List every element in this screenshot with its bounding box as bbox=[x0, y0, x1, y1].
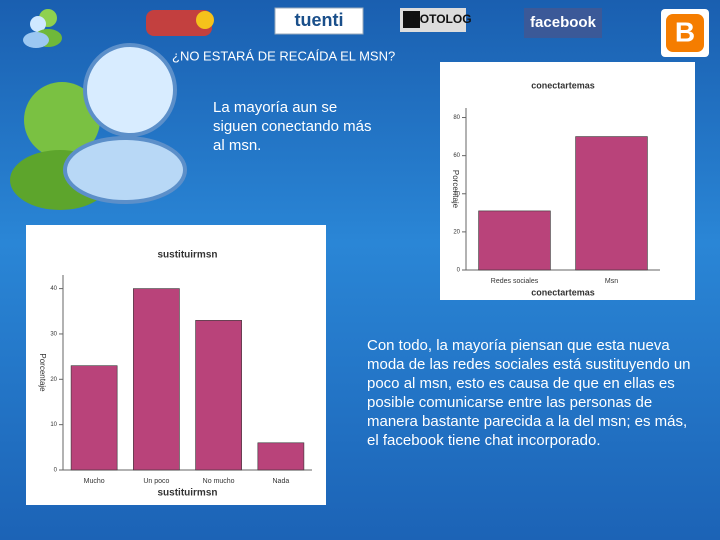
text-block: Con todo, la mayoría piensan que esta nu… bbox=[367, 337, 691, 449]
bar bbox=[195, 320, 242, 471]
y-tick-label: 20 bbox=[50, 377, 57, 383]
bar bbox=[478, 210, 551, 271]
x-tick-label: Redes sociales bbox=[491, 278, 539, 285]
chart-title: conectartemas bbox=[531, 80, 595, 90]
y-tick-label: 20 bbox=[453, 229, 460, 235]
slide-title: ¿NO ESTARÁ DE RECAÍDA EL MSN? bbox=[172, 48, 395, 63]
y-tick-label: 0 bbox=[457, 268, 461, 274]
bar bbox=[133, 288, 180, 471]
messenger-logo bbox=[146, 10, 214, 36]
bar bbox=[575, 136, 648, 271]
logo-text: tuenti bbox=[295, 10, 344, 30]
logo-text: facebook bbox=[530, 14, 597, 31]
x-tick-label: Msn bbox=[605, 278, 618, 285]
x-tick-label: Mucho bbox=[84, 478, 105, 485]
msn-icon-small bbox=[23, 9, 62, 48]
bar bbox=[70, 365, 118, 471]
y-tick-label: 40 bbox=[50, 286, 57, 292]
x-tick-label: Nada bbox=[273, 478, 290, 485]
y-tick-label: 80 bbox=[453, 115, 460, 121]
fotolog-square bbox=[403, 11, 420, 28]
bar bbox=[257, 442, 305, 471]
y-tick-label: 40 bbox=[453, 191, 460, 197]
blogger-b: B bbox=[675, 16, 695, 47]
x-tick-label: Un poco bbox=[143, 478, 169, 485]
y-tick-label: 60 bbox=[453, 153, 460, 159]
y-axis-label: Porcentaje bbox=[38, 353, 47, 392]
y-tick-label: 0 bbox=[54, 468, 58, 474]
y-axis-label: Porcentaje bbox=[451, 170, 460, 209]
msn-icon-large bbox=[10, 43, 187, 210]
blogger-logo bbox=[666, 14, 704, 52]
text-block: La mayoría aun se siguen conectando más … bbox=[213, 99, 372, 154]
x-axis-label: conectartemas bbox=[531, 287, 595, 297]
y-tick-label: 10 bbox=[50, 422, 57, 428]
x-tick-label: No mucho bbox=[203, 478, 235, 485]
tuenti-logo bbox=[274, 7, 364, 35]
facebook-logo bbox=[524, 8, 602, 38]
chart-panel bbox=[440, 62, 695, 300]
y-tick-label: 30 bbox=[50, 332, 57, 338]
logo-text: FOTOLOG bbox=[412, 12, 471, 26]
chart-title: sustituirmsn bbox=[157, 250, 217, 261]
x-axis-label: sustituirmsn bbox=[157, 488, 217, 499]
